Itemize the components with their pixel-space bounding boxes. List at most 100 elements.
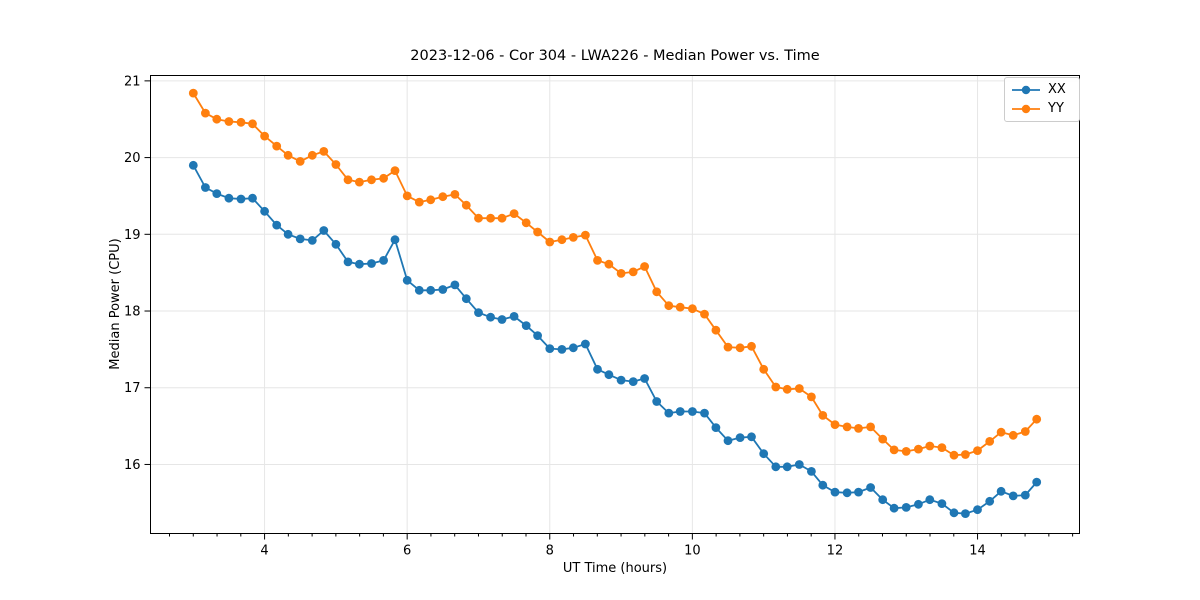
data-point-xx xyxy=(949,508,959,518)
legend-sample-yy-icon xyxy=(1012,104,1040,114)
data-point-xx xyxy=(402,275,412,285)
data-point-yy xyxy=(604,259,614,269)
data-point-yy xyxy=(711,325,721,335)
data-point-yy xyxy=(985,437,995,446)
data-point-yy xyxy=(509,209,519,219)
data-point-yy xyxy=(224,117,234,126)
y-tick-label: 20 xyxy=(124,151,141,166)
data-point-yy xyxy=(688,304,697,314)
x-tick-label: 12 xyxy=(827,544,844,559)
data-point-xx xyxy=(771,462,781,472)
data-point-xx xyxy=(307,236,317,245)
x-axis-label: UT Time (hours) xyxy=(562,561,668,576)
x-tick-label: 6 xyxy=(403,544,411,559)
data-point-xx xyxy=(438,285,448,294)
data-point-yy xyxy=(901,447,911,456)
data-point-yy xyxy=(486,213,495,223)
data-point-xx xyxy=(295,234,305,244)
data-point-xx xyxy=(568,343,578,353)
data-point-xx xyxy=(581,339,590,349)
data-point-yy xyxy=(188,88,198,98)
data-point-yy xyxy=(830,420,840,429)
data-point-yy xyxy=(593,256,602,265)
data-point-yy xyxy=(307,150,317,160)
data-point-xx xyxy=(640,374,649,383)
data-point-xx xyxy=(521,321,531,330)
data-point-xx xyxy=(355,259,364,269)
data-point-yy xyxy=(878,434,888,444)
data-point-xx xyxy=(901,503,911,512)
data-point-yy xyxy=(854,424,863,433)
data-point-xx xyxy=(985,496,995,506)
y-tick-label: 18 xyxy=(124,305,141,320)
data-point-yy xyxy=(664,301,674,311)
data-point-yy xyxy=(782,384,792,394)
data-point-xx xyxy=(878,495,888,505)
x-tick-label: 8 xyxy=(546,544,554,559)
data-point-yy xyxy=(616,269,626,278)
data-point-yy xyxy=(319,147,329,156)
x-tick-label: 14 xyxy=(969,544,986,559)
data-point-xx xyxy=(188,160,198,170)
y-tick-label: 19 xyxy=(124,228,141,243)
data-point-xx xyxy=(224,193,234,203)
data-point-yy xyxy=(414,197,424,207)
data-point-yy xyxy=(1008,430,1018,440)
data-point-xx xyxy=(414,285,424,295)
data-point-yy xyxy=(557,235,567,245)
data-point-xx xyxy=(628,377,638,386)
data-point-xx xyxy=(331,239,341,249)
data-point-yy xyxy=(236,117,246,127)
data-point-xx xyxy=(759,449,769,459)
data-point-yy xyxy=(545,237,555,247)
data-point-xx xyxy=(842,488,852,498)
y-tick-label: 16 xyxy=(124,458,141,473)
data-point-yy xyxy=(652,287,662,297)
data-point-yy xyxy=(949,450,959,460)
data-point-yy xyxy=(521,218,531,228)
data-point-yy xyxy=(818,411,828,420)
data-point-xx xyxy=(973,505,982,515)
data-point-xx xyxy=(652,397,662,406)
data-point-xx xyxy=(723,436,733,446)
data-point-yy xyxy=(842,422,852,432)
data-point-xx xyxy=(260,206,269,216)
legend: XX YY xyxy=(1004,77,1080,122)
data-point-yy xyxy=(996,427,1006,437)
data-point-xx xyxy=(497,315,507,324)
data-point-xx xyxy=(461,294,471,304)
y-tick-label: 17 xyxy=(124,381,141,396)
chart-title: 2023-12-06 - Cor 304 - LWA226 - Median P… xyxy=(410,48,820,64)
data-point-xx xyxy=(557,345,567,354)
data-point-xx xyxy=(450,280,460,290)
data-point-yy xyxy=(581,230,590,240)
data-point-xx xyxy=(675,407,685,416)
data-point-xx xyxy=(212,189,222,199)
data-point-yy xyxy=(533,227,542,237)
data-point-yy xyxy=(260,131,269,141)
data-point-xx xyxy=(914,499,923,509)
legend-label-xx: XX xyxy=(1048,82,1066,97)
data-point-xx xyxy=(248,193,257,203)
data-point-yy xyxy=(640,262,649,271)
series-line-yy xyxy=(192,92,1038,457)
data-point-yy xyxy=(866,422,875,432)
data-point-yy xyxy=(794,384,804,393)
data-point-xx xyxy=(367,259,376,268)
data-point-yy xyxy=(390,166,400,176)
data-point-xx xyxy=(283,229,293,239)
data-point-xx xyxy=(961,509,970,518)
legend-item-yy: YY xyxy=(1011,102,1073,116)
data-point-xx xyxy=(866,483,875,492)
data-point-yy xyxy=(675,302,685,312)
data-point-yy xyxy=(343,175,353,185)
data-point-xx xyxy=(925,495,935,505)
data-point-xx xyxy=(236,194,246,204)
data-point-yy xyxy=(474,213,483,223)
legend-item-xx: XX xyxy=(1011,83,1073,97)
data-point-xx xyxy=(854,487,863,497)
data-point-yy xyxy=(628,267,638,277)
data-point-yy xyxy=(568,233,578,242)
data-point-yy xyxy=(497,213,507,223)
data-point-yy xyxy=(1020,427,1030,436)
